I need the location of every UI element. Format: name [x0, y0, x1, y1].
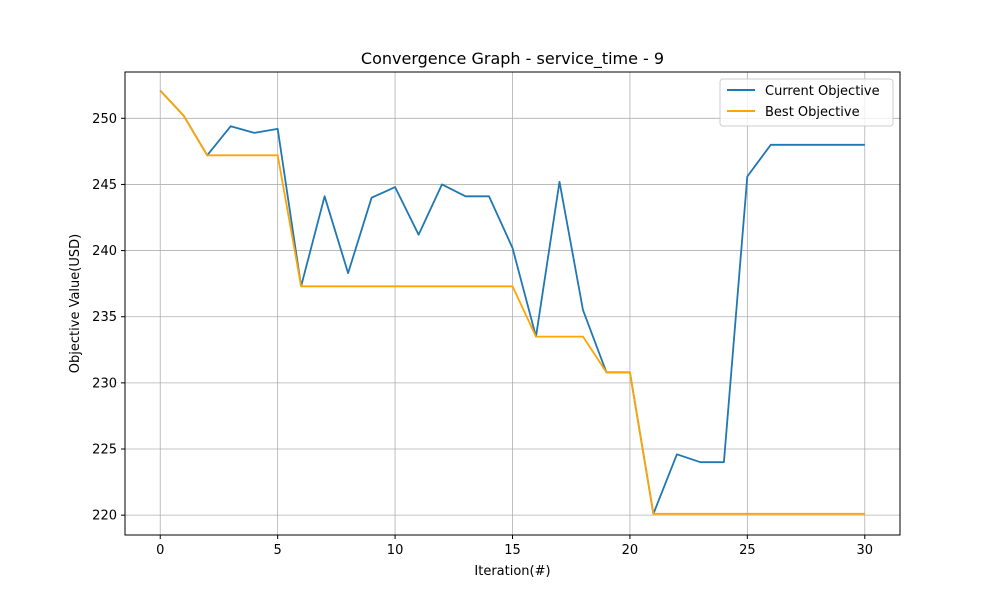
- y-tick-label: 225: [92, 443, 117, 458]
- x-tick-label: 25: [739, 543, 756, 558]
- x-tick-label: 0: [156, 543, 164, 558]
- x-tick-label: 10: [387, 543, 404, 558]
- y-axis-label: Objective Value(USD): [68, 234, 83, 373]
- legend: Current Objective Best Objective: [719, 78, 894, 127]
- x-tick-label: 30: [856, 543, 873, 558]
- y-tick-label: 250: [92, 112, 117, 127]
- y-tick-label: 240: [92, 244, 117, 259]
- y-tick-label: 235: [92, 310, 117, 325]
- series-line-current-objective: [159, 89, 865, 515]
- chart-title: Convergence Graph - service_time - 9: [361, 49, 664, 69]
- legend-label-current-objective: Current Objective: [765, 84, 880, 99]
- y-tick-label: 245: [92, 178, 117, 193]
- x-tick-label: 5: [274, 543, 282, 558]
- series-line-best-objective: [159, 89, 865, 515]
- legend-box: [719, 78, 894, 127]
- x-tick-label: 20: [622, 543, 639, 558]
- x-axis-label: Iteration(#): [474, 564, 550, 579]
- axis-ticks: 0 5 10 15 20 25 30 220 225 230 235 240 245 250: [92, 112, 873, 558]
- y-tick-label: 230: [92, 376, 117, 391]
- y-tick-label: 220: [92, 509, 117, 524]
- legend-label-best-objective: Best Objective: [765, 105, 860, 120]
- x-tick-label: 15: [504, 543, 521, 558]
- series-lines: [159, 89, 865, 515]
- grid: [125, 72, 900, 535]
